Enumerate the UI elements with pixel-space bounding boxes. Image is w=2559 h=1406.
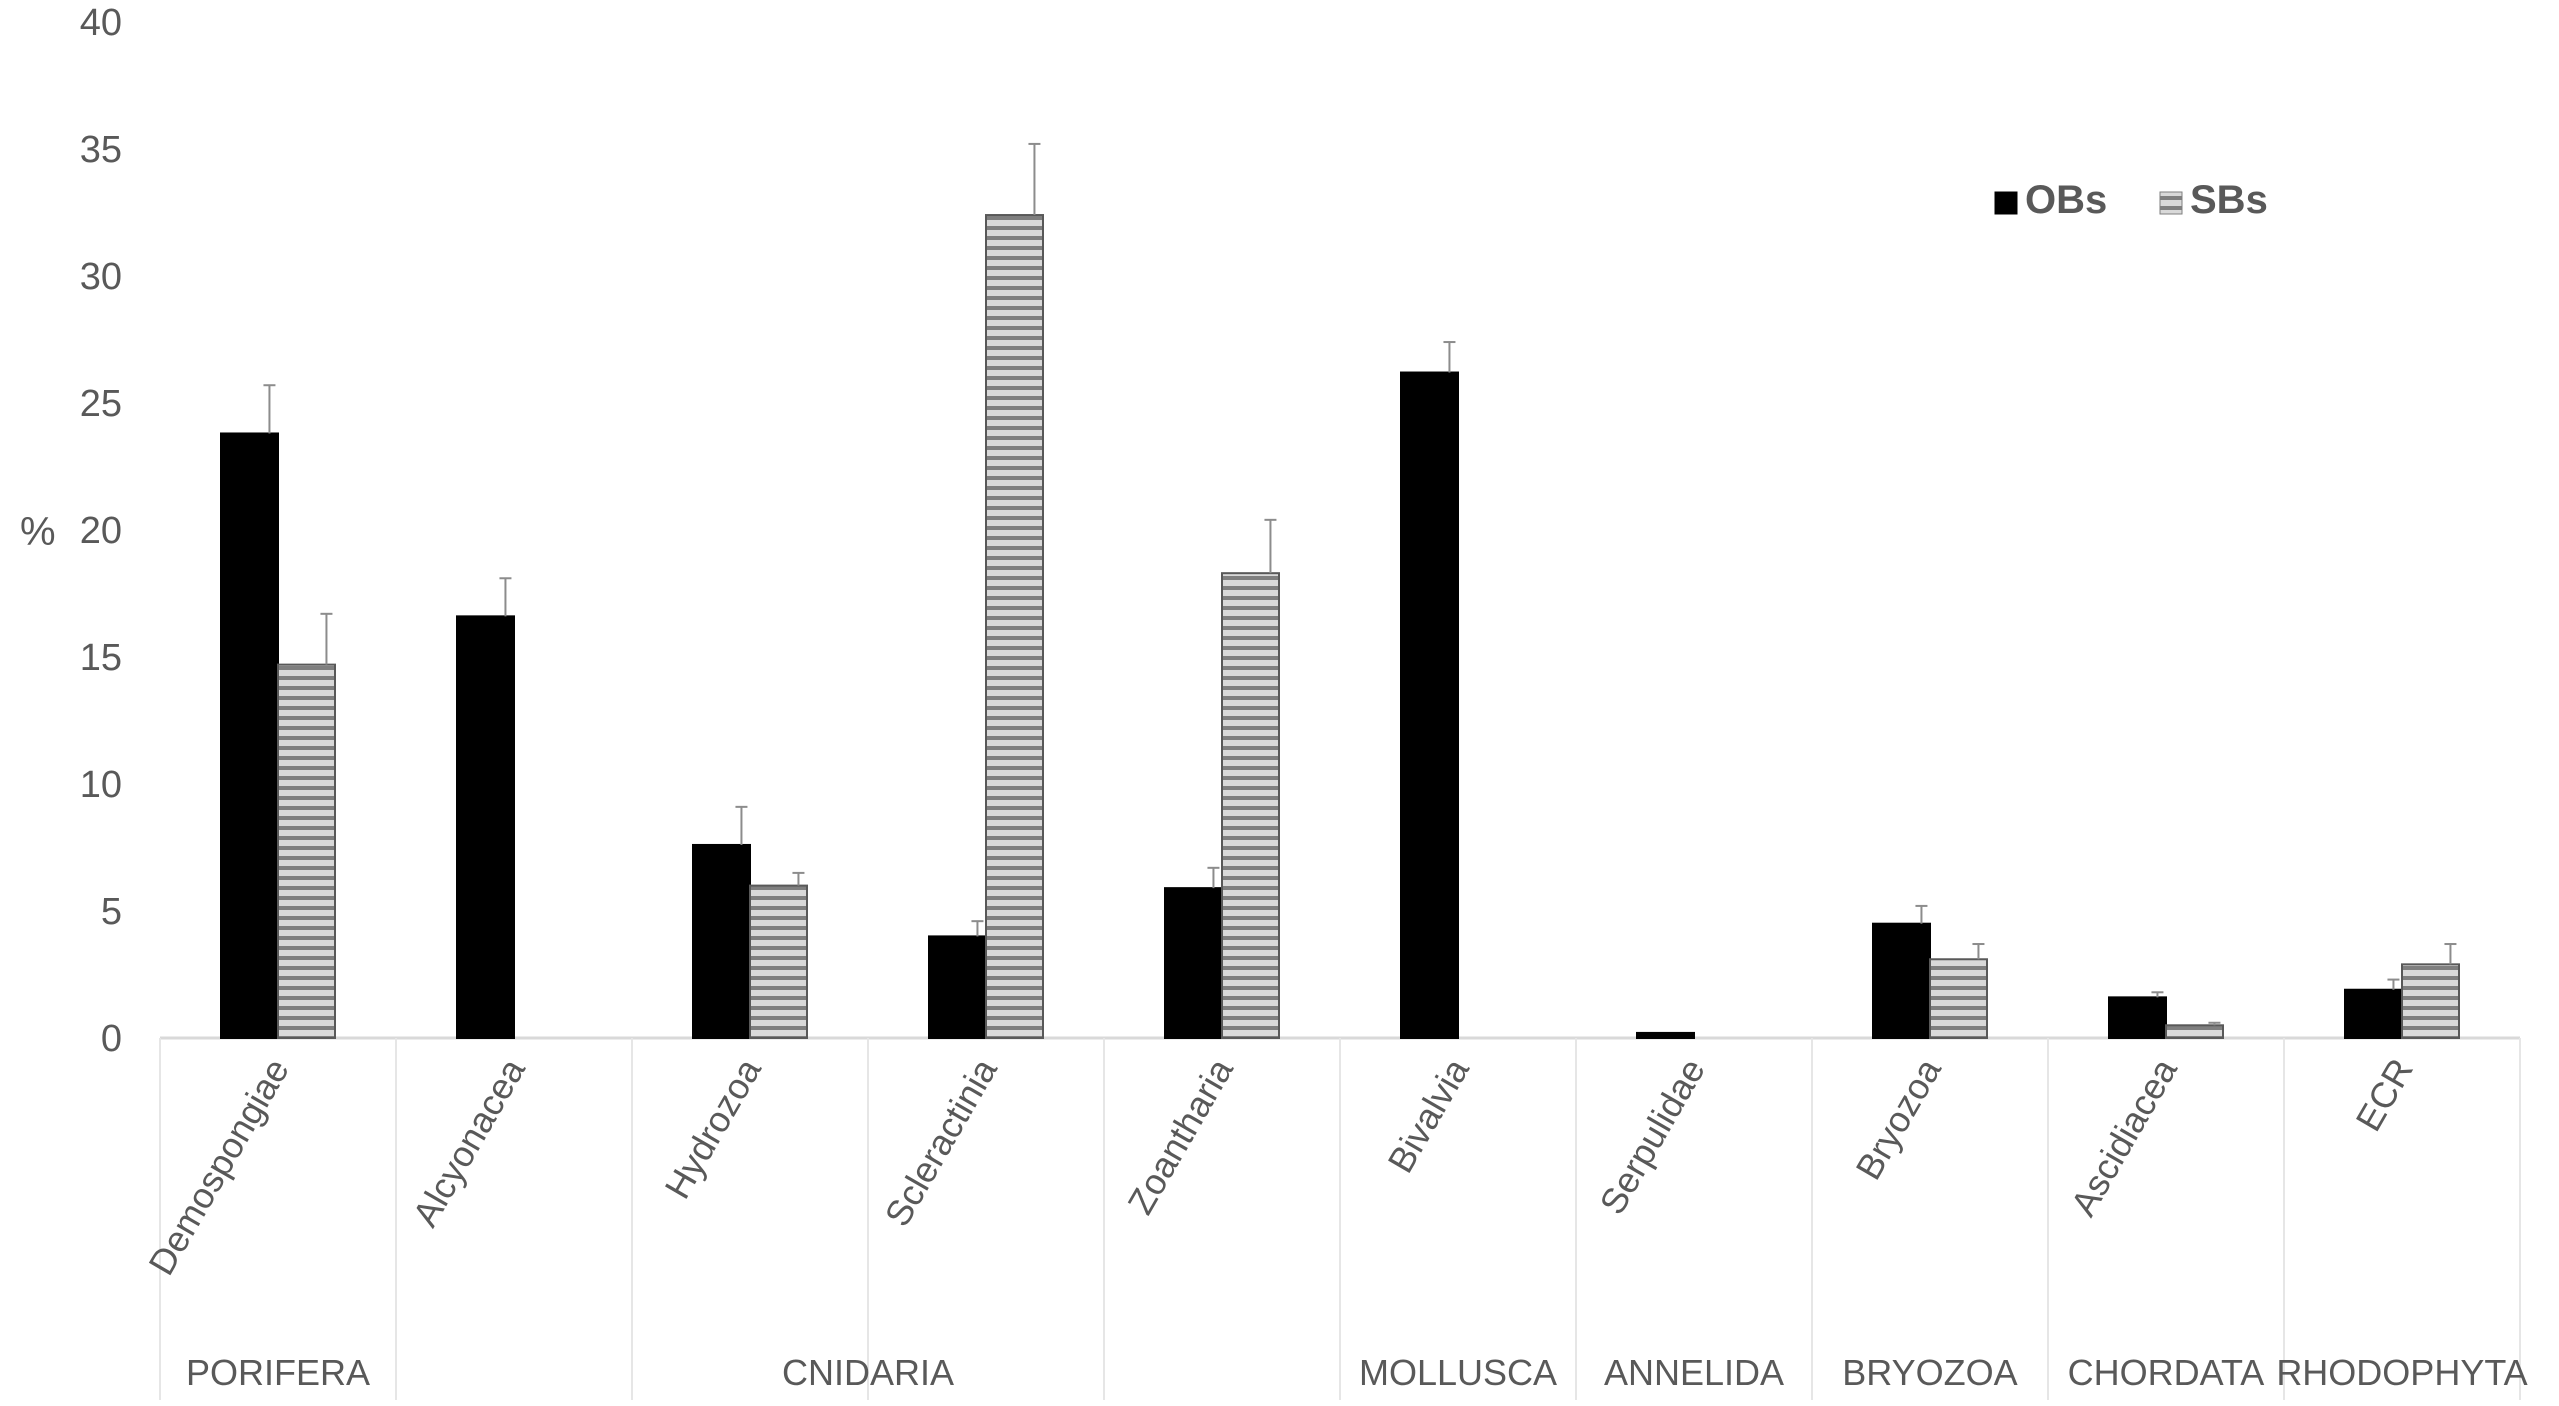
- bar-obs-zoantharia: [1164, 887, 1223, 1040]
- legend: OBs SBs: [1994, 178, 2268, 222]
- group-label: PORIFERA: [186, 1352, 370, 1393]
- bar-obs-bryozoa: [1872, 922, 1931, 1040]
- group-label: RHODOPHYTA: [2276, 1352, 2527, 1393]
- x-tick-label: Serpulidae: [1591, 1052, 1713, 1222]
- bar-obs-demospongiae: [220, 432, 279, 1040]
- bar-obs-bivalvia: [1400, 371, 1459, 1039]
- bar-sbs-demospongiae: [277, 663, 336, 1039]
- bar-sbs-ecr: [2401, 963, 2460, 1040]
- bar-sbs-scleractinia: [985, 214, 1044, 1040]
- bar-obs-alcyonacea: [456, 615, 515, 1039]
- group-labels: PORIFERA CNIDARIA MOLLUSCA ANNELIDA BRYOZOA C…: [186, 1352, 2528, 1393]
- group-label: MOLLUSCA: [1359, 1352, 1557, 1393]
- bar-obs-serpulidae: [1636, 1031, 1695, 1040]
- group-label: CHORDATA: [2068, 1352, 2265, 1393]
- y-tick-label: 10: [80, 764, 122, 806]
- y-tick-label: 30: [80, 256, 122, 298]
- x-tick-label: Alcyonacea: [404, 1051, 533, 1234]
- bar-obs-scleractinia: [928, 935, 987, 1040]
- legend-swatch-obs: [1994, 191, 2018, 215]
- x-tick-label: Zoantharia: [1119, 1051, 1241, 1221]
- y-axis: 0 5 10 15 20 25 30 35 40: [80, 2, 122, 1060]
- y-tick-label: 5: [101, 891, 122, 933]
- category-labels: Demospongiae Alcyonacea Hydrozoa Scleractin…: [140, 1051, 2421, 1282]
- bar-obs-hydrozoa: [692, 843, 751, 1040]
- bar-sbs-hydrozoa: [749, 884, 808, 1039]
- x-tick-label: Bivalvia: [1379, 1051, 1477, 1180]
- y-tick-label: 20: [80, 510, 122, 552]
- group-label: CNIDARIA: [782, 1352, 954, 1393]
- x-tick-label: Ascidiacea: [2062, 1051, 2185, 1223]
- bar-obs-ecr: [2344, 988, 2403, 1039]
- y-tick-label: 40: [80, 2, 122, 44]
- x-tick-label: Hydrozoa: [656, 1051, 769, 1206]
- x-tick-label: Demospongiae: [140, 1052, 297, 1282]
- y-tick-label: 0: [101, 1018, 122, 1060]
- bars: [220, 142, 2460, 1040]
- y-tick-label: 25: [80, 383, 122, 425]
- x-tick-label: ECR: [2347, 1052, 2421, 1138]
- bar-obs-ascidiacea: [2108, 996, 2167, 1039]
- x-tick-label: Scleractinia: [876, 1051, 1005, 1233]
- bar-sbs-ascidiacea: [2165, 1024, 2224, 1040]
- x-tick-label: Bryozoa: [1847, 1051, 1949, 1187]
- bar-sbs-zoantharia: [1221, 572, 1280, 1039]
- legend-label-obs: OBs: [2025, 178, 2107, 222]
- group-label: BRYOZOA: [1842, 1352, 2017, 1393]
- group-label: ANNELIDA: [1604, 1352, 1784, 1393]
- y-tick-label: 35: [80, 129, 122, 171]
- legend-swatch-sbs: [2159, 191, 2183, 215]
- legend-label-sbs: SBs: [2190, 178, 2268, 222]
- bar-sbs-bryozoa: [1929, 958, 1988, 1040]
- y-tick-label: 15: [80, 637, 122, 679]
- y-axis-label: %: [20, 510, 56, 554]
